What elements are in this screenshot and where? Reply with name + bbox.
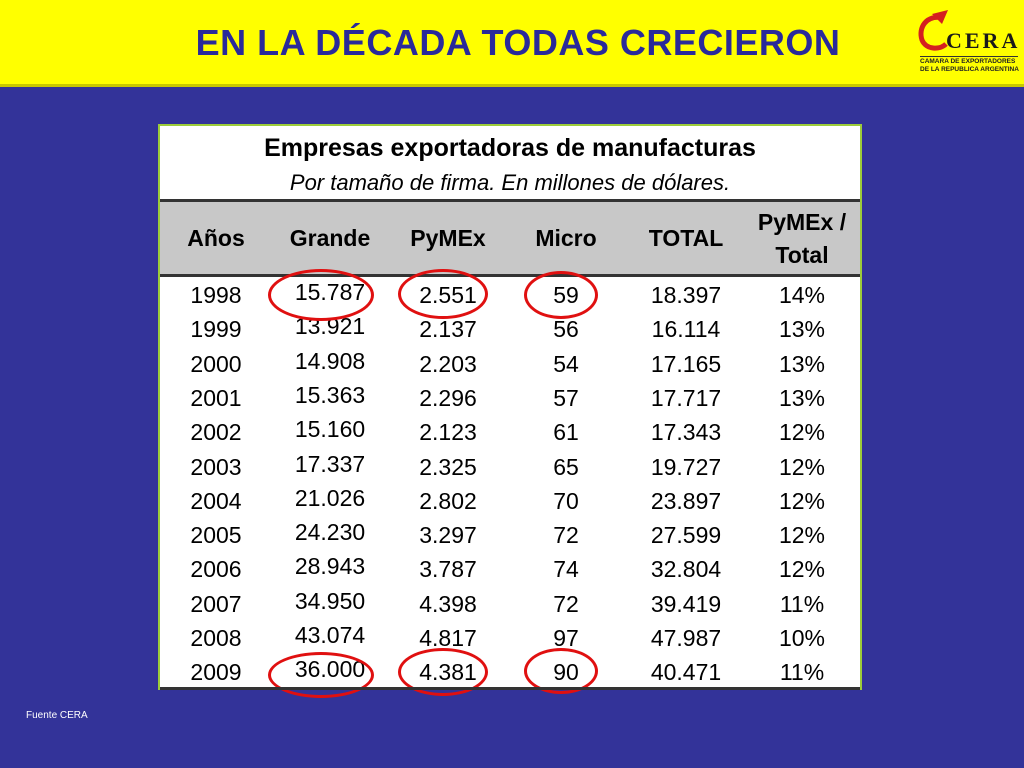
cell-pymex: 2.296 (419, 384, 477, 411)
cell-pymex: 4.398 (419, 590, 477, 617)
cell-total: 16.114 (651, 316, 721, 343)
cell-grande: 28.943 (294, 553, 366, 580)
cell-share: 14% (778, 282, 826, 308)
cell-grande: 24.230 (294, 519, 366, 546)
header-bottom-rule (160, 274, 860, 277)
cell-year: 2008 (190, 625, 242, 651)
cell-year: 2000 (190, 350, 242, 377)
header-band (160, 202, 860, 274)
logo-subtitle: CAMARA DE EXPORTADORES DE LA REPUBLICA A… (920, 58, 1020, 74)
cell-share: 12% (778, 522, 826, 549)
source-note: Fuente CERA (26, 710, 88, 721)
cell-total: 47.987 (650, 625, 722, 651)
cell-pymex: 3.297 (419, 522, 477, 549)
cell-pymex: 2.123 (419, 419, 477, 446)
cell-year: 2009 (190, 659, 242, 686)
cell-pymex: 2.325 (419, 453, 477, 480)
cell-share: 13% (778, 384, 826, 411)
highlight-circle-pymex-1998 (398, 269, 488, 319)
cell-micro: 54 (553, 350, 579, 377)
cell-micro: 61 (553, 419, 579, 446)
cell-micro: 57 (553, 384, 579, 411)
logo-subtitle-line-1: CAMARA DE EXPORTADORES (920, 58, 1016, 65)
cell-grande: 34.950 (294, 587, 366, 614)
cell-grande: 14.908 (294, 347, 366, 374)
column-header-share-line-1: PyMEx / (757, 209, 847, 235)
cell-share: 11% (779, 590, 825, 617)
highlight-circle-micro-1998 (524, 271, 598, 319)
cell-pymex: 2.802 (419, 487, 477, 514)
cell-total: 18.397 (650, 282, 722, 308)
cell-year: 2002 (190, 419, 242, 446)
cell-year: 2004 (190, 487, 242, 514)
highlight-circle-grande-2009 (268, 652, 374, 698)
cell-micro: 65 (553, 453, 579, 480)
cell-share: 12% (778, 487, 826, 514)
cell-total: 17.165 (650, 350, 722, 377)
cell-year: 2005 (190, 522, 242, 549)
slide-title: EN LA DÉCADA TODAS CRECIERON (195, 22, 841, 63)
cell-micro: 74 (553, 556, 579, 583)
cell-grande: 43.074 (294, 622, 366, 648)
cell-share: 12% (778, 419, 826, 446)
logo-subtitle-line-2: DE LA REPUBLICA ARGENTINA (920, 66, 1019, 73)
cell-micro: 56 (553, 316, 579, 343)
cell-total: 40.471 (650, 659, 722, 686)
highlight-circle-micro-2009 (524, 648, 598, 694)
cell-micro: 97 (553, 625, 579, 651)
cell-pymex: 2.203 (419, 350, 477, 377)
cell-share: 11% (779, 659, 825, 686)
cell-grande: 15.160 (294, 416, 366, 443)
cell-year: 2003 (190, 453, 242, 480)
cell-year: 2006 (190, 556, 242, 583)
highlight-circle-grande-1998 (268, 269, 374, 321)
table-subtitle: Por tamaño de firma. En millones de dóla… (289, 170, 731, 195)
cell-year: 1998 (190, 282, 242, 308)
cell-share: 12% (778, 453, 826, 480)
cera-logo: CERA CAMARA DE EXPORTADORES DE LA REPUBL… (912, 6, 1020, 80)
cell-grande: 15.363 (294, 381, 366, 408)
column-header-share-line-2: Total (775, 242, 829, 268)
cell-pymex: 3.787 (419, 556, 477, 583)
table-bottom-rule (160, 687, 860, 690)
cell-year: 1999 (190, 316, 242, 343)
cell-total: 27.599 (650, 522, 722, 549)
title-bar: EN LA DÉCADA TODAS CRECIERON CERA CAMARA… (0, 0, 1024, 87)
cell-pymex: 2.137 (419, 316, 477, 343)
cell-share: 10% (778, 625, 826, 651)
column-header-pymex: PyMEx (410, 225, 486, 251)
cell-share: 13% (778, 316, 826, 343)
cell-share: 12% (778, 556, 826, 583)
cell-grande: 17.337 (294, 450, 366, 477)
column-header-total: TOTAL (648, 225, 724, 251)
cell-total: 32.804 (650, 556, 722, 583)
cell-micro: 72 (553, 590, 579, 617)
cell-grande: 21.026 (294, 484, 366, 511)
cell-micro: 70 (553, 487, 579, 514)
cell-year: 2001 (190, 384, 242, 411)
cell-total: 19.727 (650, 453, 722, 480)
cell-total: 23.897 (650, 487, 722, 514)
highlight-circle-pymex-2009 (398, 648, 488, 696)
header-top-rule (160, 199, 860, 202)
cell-share: 13% (778, 350, 826, 377)
cell-micro: 72 (553, 522, 579, 549)
cera-swoosh-icon (918, 10, 948, 51)
column-header-years: Años (187, 225, 245, 251)
logo-divider (920, 56, 1018, 57)
cell-pymex: 4.817 (419, 625, 477, 651)
cell-total: 17.717 (650, 384, 722, 411)
cell-total: 39.419 (650, 590, 722, 617)
table-title: Empresas exportadoras de manufacturas (264, 134, 756, 162)
cell-total: 17.343 (650, 419, 722, 446)
column-header-grande: Grande (289, 225, 371, 251)
logo-wordmark: CERA (946, 28, 1021, 53)
table-panel: Empresas exportadoras de manufacturas Po… (158, 124, 862, 698)
column-header-micro: Micro (535, 225, 597, 251)
cell-year: 2007 (190, 590, 242, 617)
